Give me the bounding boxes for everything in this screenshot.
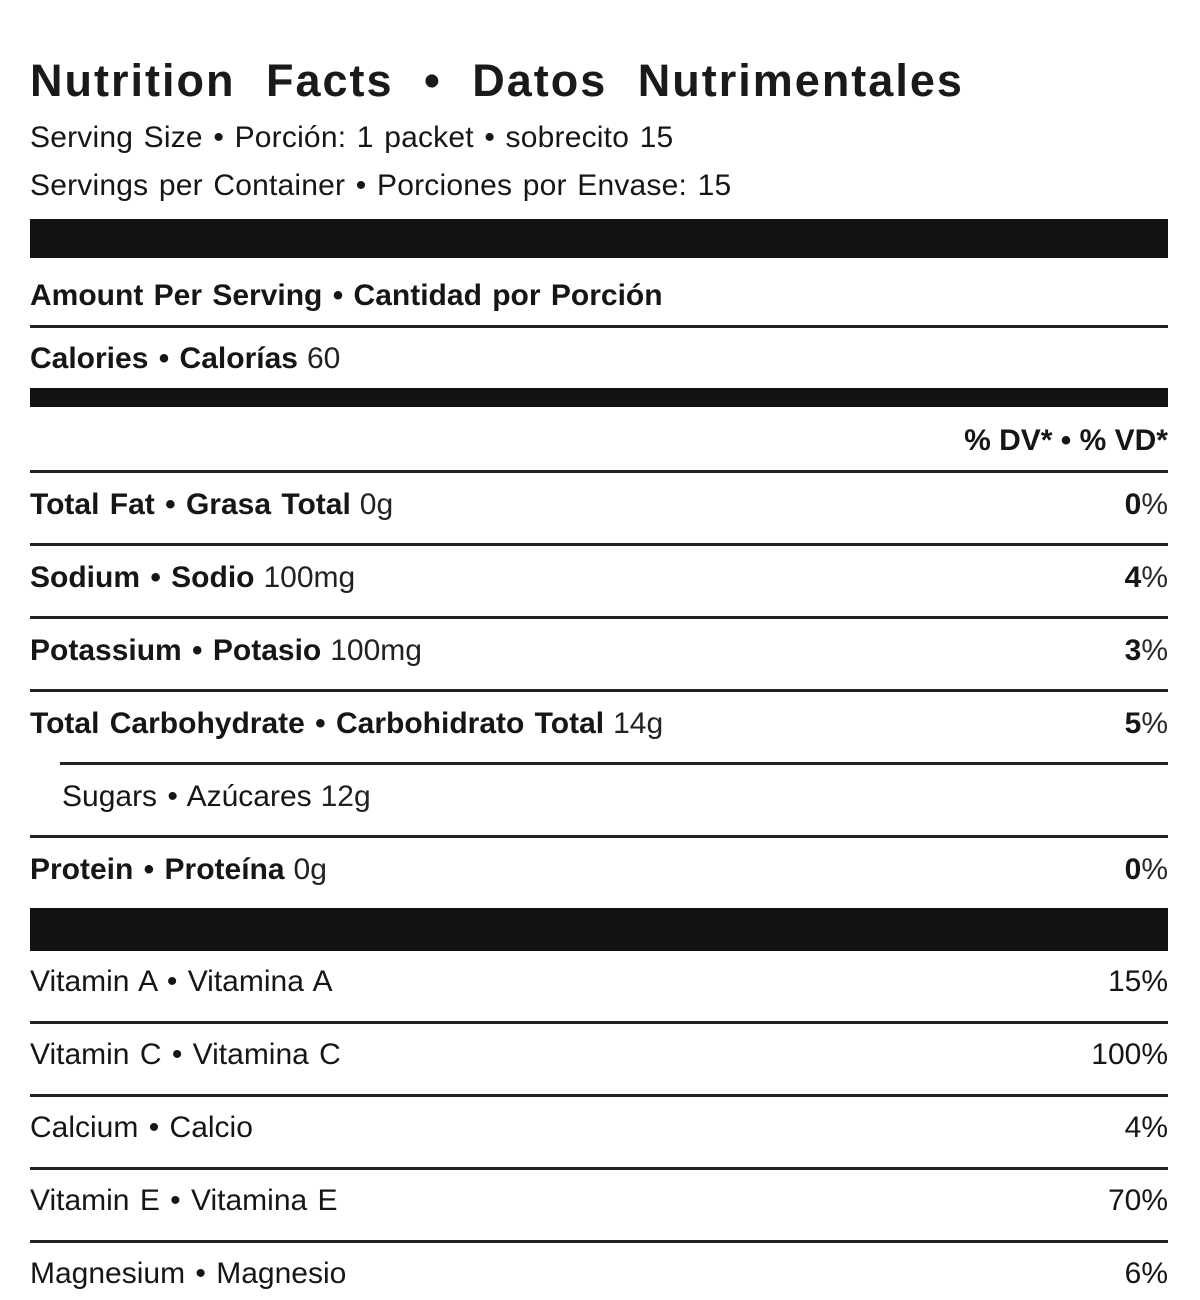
nutrient-label: Protein • Proteína 0g <box>30 852 327 886</box>
nutrient-row-total-fat: Total Fat • Grasa Total 0g 0% <box>30 473 1168 530</box>
vitamin-row-vitamin-a: Vitamin A • Vitamina A 15% <box>30 951 1168 1008</box>
nutrient-amount: 14g <box>613 706 664 740</box>
row-divider <box>30 615 1168 619</box>
nutrient-dv: 4% <box>1124 560 1168 594</box>
vitamin-label: Calcium • Calcio <box>30 1110 253 1144</box>
vitamin-row-calcium: Calcium • Calcio 4% <box>30 1097 1168 1154</box>
row-divider <box>30 1020 1168 1024</box>
amount-per-serving-heading: Amount Per Serving • Cantidad por Porció… <box>30 278 663 312</box>
row-divider-indented <box>60 761 1168 765</box>
nutrient-dv: 0% <box>1124 852 1168 886</box>
nutrient-label: Sugars • Azúcares 12g <box>62 779 371 813</box>
nutrient-dv: 0% <box>1124 487 1168 521</box>
daily-value-header: % DV* • % VD* <box>964 423 1168 457</box>
nutrient-amount: 12g <box>320 779 371 813</box>
nutrient-row-total-carbohydrate: Total Carbohydrate • Carbohidrato Total 1… <box>30 692 1168 749</box>
nutrient-label: Total Carbohydrate • Carbohidrato Total 1… <box>30 706 664 740</box>
vitamin-dv: 70% <box>1107 1183 1168 1217</box>
nutrient-row-potassium: Potassium • Potasio 100mg 3% <box>30 619 1168 676</box>
servings-per-container-line: Servings per Container • Porciones por E… <box>30 168 732 202</box>
vitamin-label: Vitamin C • Vitamina C <box>30 1037 341 1071</box>
vitamin-label: Magnesium • Magnesio <box>30 1256 347 1290</box>
nutrient-dv: 5% <box>1124 706 1168 740</box>
rule-under-amount-heading <box>30 324 1168 328</box>
vitamin-label: Vitamin E • Vitamina E <box>30 1183 338 1217</box>
nutrient-row-sugars: Sugars • Azúcares 12g <box>30 765 1168 822</box>
vitamin-row-vitamin-c: Vitamin C • Vitamina C 100% <box>30 1024 1168 1081</box>
nutrient-dv: 3% <box>1124 633 1168 667</box>
page-title: Nutrition Facts • Datos Nutrimentales <box>30 55 964 106</box>
vitamin-row-vitamin-e: Vitamin E • Vitamina E 70% <box>30 1170 1168 1227</box>
rule-under-dv-header <box>30 469 1168 473</box>
nutrient-label: Potassium • Potasio 100mg <box>30 633 422 667</box>
row-divider <box>30 688 1168 692</box>
nutrient-amount: 0g <box>359 487 394 521</box>
row-divider <box>30 1093 1168 1097</box>
vitamin-dv: 6% <box>1124 1256 1168 1290</box>
nutrient-amount: 0g <box>293 852 327 886</box>
vitamin-dv: 4% <box>1124 1110 1168 1144</box>
separator-bar-vitamins <box>30 907 1168 951</box>
row-divider <box>30 1166 1168 1170</box>
row-divider <box>30 834 1168 838</box>
calories-row: Calories • Calorías 60 <box>30 342 1168 375</box>
vitamin-label: Vitamin A • Vitamina A <box>30 964 333 998</box>
nutrient-amount: 100mg <box>263 560 356 594</box>
nutrient-amount: 100mg <box>330 633 422 667</box>
vitamin-dv: 100% <box>1091 1037 1168 1071</box>
nutrient-row-sodium: Sodium • Sodio 100mg 4% <box>30 546 1168 603</box>
separator-bar-top <box>30 218 1168 258</box>
calories-label: Calories • Calorías <box>30 341 298 375</box>
separator-bar-calories <box>30 387 1168 407</box>
nutrient-label: Total Fat • Grasa Total 0g <box>30 487 394 521</box>
vitamin-row-magnesium: Magnesium • Magnesio 6% <box>30 1243 1168 1300</box>
nutrient-row-protein: Protein • Proteína 0g 0% <box>30 838 1168 895</box>
serving-size-line: Serving Size • Porción: 1 packet • sobre… <box>30 120 674 154</box>
row-divider <box>30 542 1168 546</box>
vitamin-dv: 15% <box>1107 964 1168 998</box>
nutrient-label: Sodium • Sodio 100mg <box>30 560 356 594</box>
calories-value: 60 <box>306 341 341 375</box>
